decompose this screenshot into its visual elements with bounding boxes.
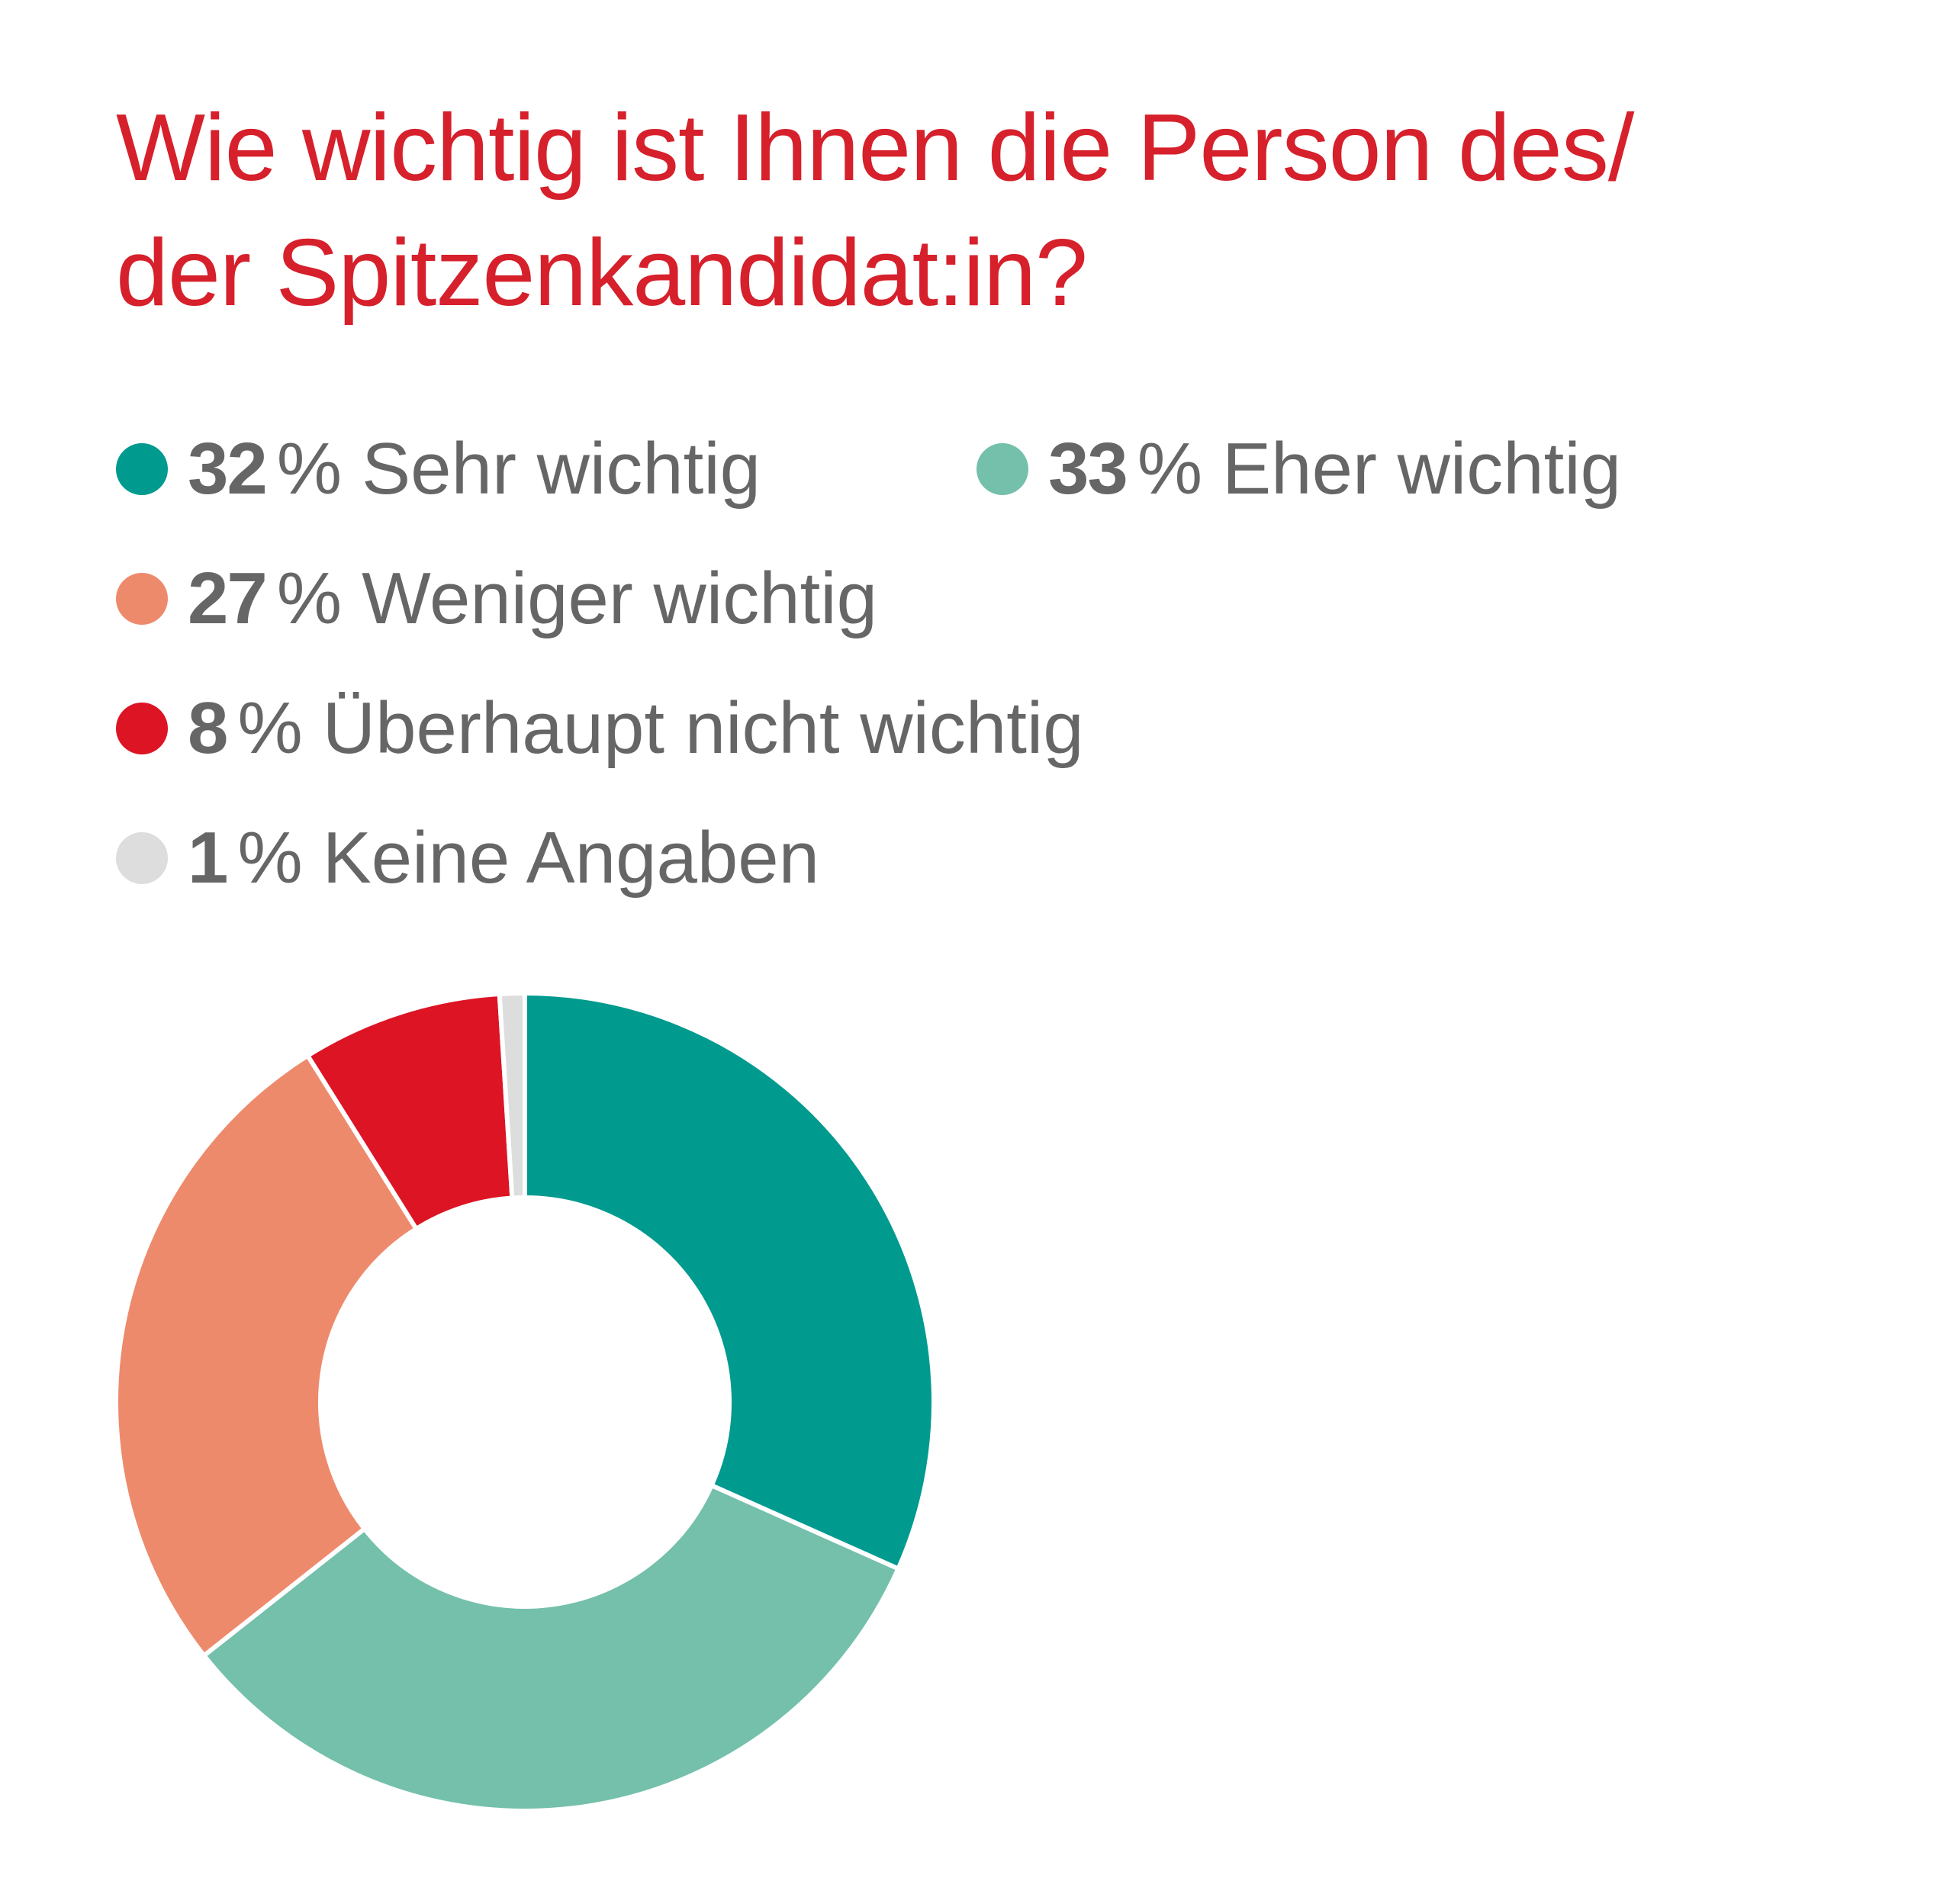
- legend-swatch: [116, 832, 168, 884]
- legend-label: Weniger wichtig: [362, 558, 877, 639]
- donut-slice-weniger-wichtig: [114, 1052, 420, 1659]
- chart-title-line-2: der Spitzenkandidat:in?: [116, 220, 1088, 326]
- legend-item-ueberhaupt-nicht-wichtig: 8% Überhaupt nicht wichtig: [116, 687, 1084, 770]
- legend-swatch: [116, 443, 168, 495]
- donut-slice-eher-wichtig: [201, 1482, 902, 1813]
- chart-title-line-1: Wie wichtig ist Ihnen die Person des/: [116, 95, 1634, 201]
- legend-unit: %: [237, 687, 303, 769]
- chart-title: Wie wichtig ist Ihnen die Person des/ de…: [116, 85, 1794, 336]
- legend-item-eher-wichtig: 33% Eher wichtig: [976, 427, 1621, 511]
- legend-swatch: [976, 443, 1028, 495]
- legend-item-keine-angaben: 1% Keine Angaben: [116, 816, 819, 900]
- chart-legend: 32% Sehr wichtig 33% Eher wichtig 27% Wenig…: [116, 427, 1871, 915]
- donut-slice-sehr-wichtig: [523, 990, 936, 1572]
- legend-value: 8: [188, 687, 228, 769]
- donut-chart: [114, 990, 936, 1813]
- legend-swatch: [116, 703, 168, 754]
- legend-unit: %: [1137, 428, 1203, 510]
- legend-value: 32: [188, 428, 268, 510]
- legend-value: 1: [188, 817, 228, 899]
- legend-swatch: [116, 573, 168, 625]
- legend-unit: %: [237, 817, 303, 899]
- legend-label: Überhaupt nicht wichtig: [322, 687, 1084, 769]
- donut-slice-keine-angaben: [497, 990, 527, 1201]
- legend-value: 33: [1048, 428, 1128, 510]
- legend-label: Keine Angaben: [322, 817, 820, 899]
- legend-unit: %: [276, 558, 343, 639]
- legend-item-weniger-wichtig: 27% Weniger wichtig: [116, 557, 877, 641]
- legend-label: Sehr wichtig: [362, 428, 761, 510]
- legend-item-sehr-wichtig: 32% Sehr wichtig: [116, 427, 761, 511]
- legend-unit: %: [276, 428, 343, 510]
- legend-label: Eher wichtig: [1222, 428, 1622, 510]
- legend-value: 27: [188, 558, 268, 639]
